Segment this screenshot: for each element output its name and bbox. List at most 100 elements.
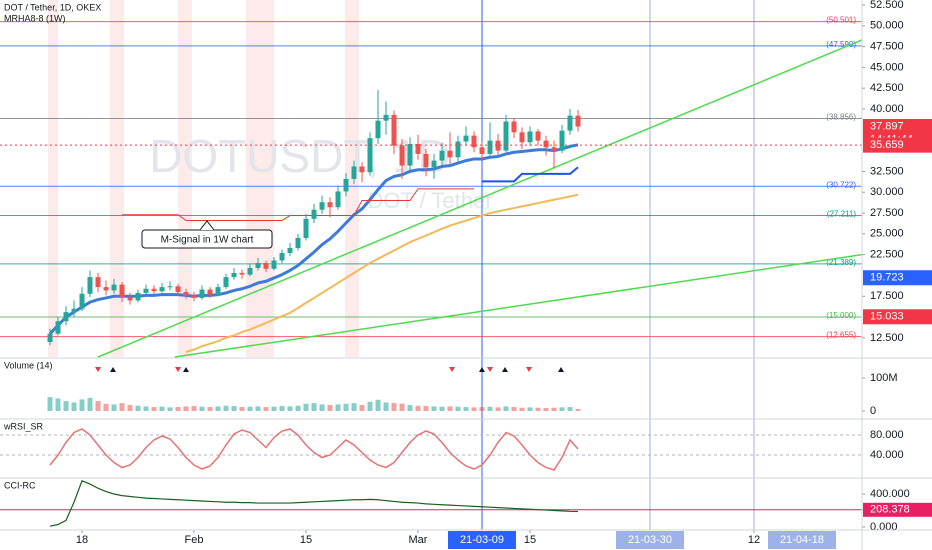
volume-bar: [319, 404, 325, 412]
cci-line: [49, 480, 579, 527]
indicator-title: MRHA8-8 (1W): [4, 13, 66, 23]
x-tick-label: 18: [76, 534, 88, 546]
volume-bar: [127, 405, 133, 412]
candle-body: [567, 115, 573, 131]
volume-bar: [159, 406, 165, 412]
volume-bar: [343, 403, 349, 412]
x-tick-badge: [448, 531, 516, 549]
y-tick-label: 40.000: [870, 449, 904, 461]
candle-body: [223, 277, 229, 288]
candle-body: [127, 297, 133, 301]
candle-body: [327, 202, 333, 208]
price-badge: [863, 309, 932, 325]
pane-title: wRSI_SR: [3, 421, 44, 431]
candle-body: [135, 292, 141, 301]
volume-bar: [167, 407, 173, 412]
x-tick-label: 21-03-30: [628, 534, 672, 546]
candle-body: [439, 150, 445, 161]
candle-body: [559, 130, 565, 151]
candle-body: [119, 284, 125, 298]
candle-body: [303, 218, 309, 238]
volume-bar: [255, 406, 261, 412]
candle-body: [415, 143, 421, 154]
volume-bar: [455, 406, 461, 412]
volume-bar: [391, 403, 397, 412]
y-tick-label: 32.500: [870, 165, 904, 177]
indicator-line: [122, 188, 474, 222]
price-badge-label: 15.033: [870, 311, 904, 323]
volume-bar: [143, 406, 149, 412]
candle-body: [431, 160, 437, 168]
candle-body: [79, 293, 85, 309]
candle-body: [399, 145, 405, 166]
price-badge-label: 19.723: [870, 272, 904, 284]
candle-body: [495, 140, 501, 151]
volume-bar: [63, 401, 69, 412]
volume-bar: [503, 406, 509, 412]
rsi-line: [49, 428, 579, 471]
trend-line: [97, 39, 863, 358]
candle-body: [551, 147, 557, 151]
volume-bar: [271, 406, 277, 412]
volume-bar: [559, 407, 565, 412]
candle-body: [255, 262, 261, 268]
annotation-pointer: [199, 220, 215, 231]
pane-title: Volume (14): [4, 360, 53, 370]
volume-bar: [55, 398, 61, 412]
price-badge: [863, 270, 932, 286]
y-tick-label: 100M: [870, 372, 898, 384]
volume-bar: [367, 401, 373, 412]
candle-body: [407, 143, 413, 166]
candle-body: [175, 286, 181, 293]
candle-body: [519, 132, 525, 143]
volume-bar: [439, 406, 445, 412]
x-tick-label: Mar: [409, 534, 428, 546]
volume-bar: [135, 405, 141, 412]
x-tick-label: 15: [300, 534, 312, 546]
level-label: (12.655): [826, 331, 856, 340]
y-tick-label: 27.500: [870, 207, 904, 219]
volume-bar: [215, 406, 221, 412]
level-label: (50.501): [826, 16, 856, 25]
candle-body: [207, 289, 213, 295]
volume-bar: [351, 403, 357, 412]
volume-bar: [207, 407, 213, 412]
trend-line: [174, 253, 863, 358]
candle-body: [343, 178, 349, 192]
y-tick-label: 45.000: [870, 61, 904, 73]
volume-bar: [263, 407, 269, 412]
y-tick-label: 0.000: [870, 521, 898, 533]
level-label: (21.389): [826, 258, 856, 267]
candle-body: [103, 287, 109, 291]
volume-bar: [327, 405, 333, 412]
volume-bar: [87, 397, 93, 412]
chart-title: DOT / Tether, 1D, OKEX: [4, 2, 101, 12]
candle-body: [263, 262, 269, 269]
y-tick-label: 22.500: [870, 249, 904, 261]
volume-bar: [551, 407, 557, 412]
volume-bar: [247, 406, 253, 412]
candle-body: [247, 267, 253, 275]
candle-body: [311, 209, 317, 219]
candle-body: [423, 153, 429, 168]
candle-body: [455, 141, 461, 158]
candle-body: [487, 140, 493, 154]
volume-bar: [287, 406, 293, 412]
volume-bar: [463, 407, 469, 412]
annotation: M-Signal in 1W chart: [161, 235, 254, 246]
candle-body: [279, 252, 285, 261]
volume-bar: [223, 405, 229, 412]
level-label: (38.856): [826, 113, 856, 122]
candle-body: [151, 288, 157, 292]
price-badge: [863, 137, 932, 153]
y-tick-label: 30.000: [870, 186, 904, 198]
candle-body: [167, 286, 173, 288]
y-tick-label: 17.500: [870, 290, 904, 302]
volume-bar: [47, 397, 53, 412]
y-tick-label: 50.000: [870, 20, 904, 32]
volume-bar: [511, 407, 517, 412]
candle-body: [543, 140, 549, 148]
volume-bar: [239, 407, 245, 412]
